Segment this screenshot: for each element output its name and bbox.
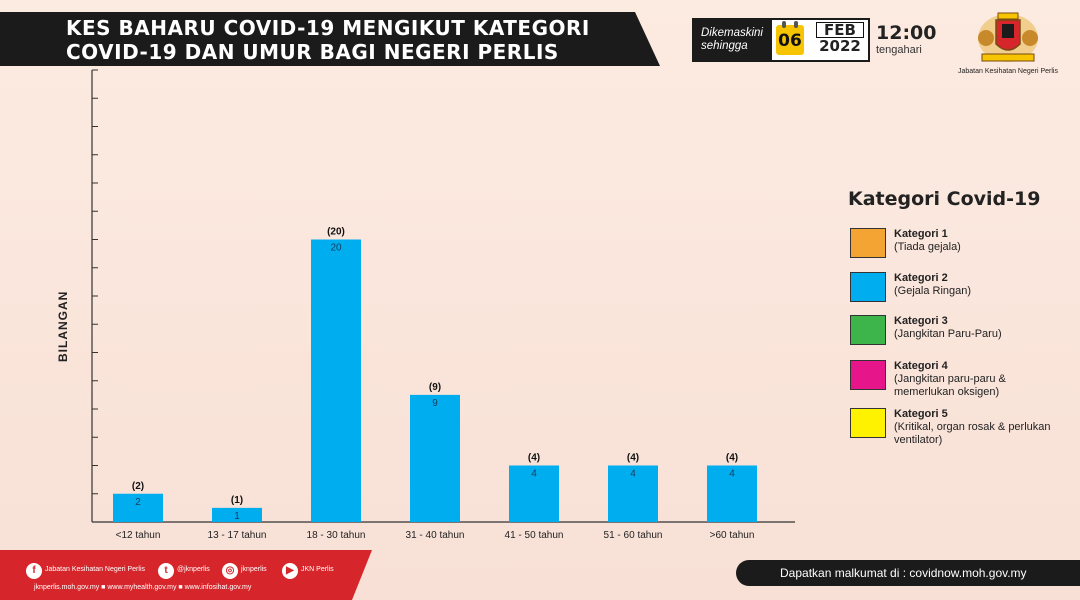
updated-label-line-2: sehingga — [701, 40, 748, 52]
social-label: JKN Perlis — [301, 566, 334, 573]
bar-value-label: 4 — [729, 469, 735, 480]
facebook-icon: f — [26, 563, 42, 579]
legend: Kategori Covid-19 Kategori 1 (Tiada gejal… — [848, 188, 1058, 446]
social-label: Jabatan Kesihatan Negeri Perlis — [45, 566, 146, 573]
year-label: 2022 — [819, 37, 861, 55]
legend-swatch — [850, 315, 886, 345]
legend-item-name: Kategori 4 — [894, 360, 948, 372]
legend-swatch — [850, 228, 886, 258]
page-title-line-2: COVID-19 DAN UMUR BAGI NEGERI PERLIS — [66, 40, 559, 64]
legend-swatch — [850, 408, 886, 438]
legend-item-desc: (Tiada gejala) — [894, 241, 961, 253]
bar-3 — [311, 239, 361, 522]
legend-title: Kategori Covid-19 — [848, 188, 1041, 210]
legend-item-name: Kategori 3 — [894, 315, 948, 327]
chart-bars — [113, 239, 757, 522]
bar-total-label: (20) — [327, 227, 345, 238]
chart-labels: 2 (2) <12 tahun 1 (1) 13 - 17 tahun 20 (20) 18 -… — [116, 227, 755, 542]
bar-value-label: 20 — [330, 243, 342, 254]
legend-item-desc: (Jangkitan paru-paru & memerlukan oksige… — [894, 373, 1006, 398]
bar-value-label: 4 — [630, 469, 636, 480]
legend-item-name: Kategori 2 — [894, 272, 948, 284]
update-date-box: Dikemaskini sehingga 06 FEB 2022 — [692, 18, 870, 62]
agency-caption: Jabatan Kesihatan Negeri Perlis — [957, 68, 1058, 75]
month-label: FEB — [816, 22, 864, 38]
updated-label: Dikemaskini sehingga — [694, 20, 772, 60]
legend-text: Kategori 4 (Jangkitan paru-paru & memerlu… — [894, 360, 1064, 399]
update-time: 12:00 tengahari — [876, 22, 936, 56]
footer-info-link[interactable]: Dapatkan malkumat di : covidnow.moh.gov.… — [736, 560, 1080, 586]
bar-total-label: (1) — [231, 495, 243, 506]
bar-2 — [212, 507, 262, 522]
state-crest-icon — [978, 12, 1038, 62]
bar-value-label: 9 — [432, 398, 438, 409]
x-tick-label: 41 - 50 tahun — [505, 530, 564, 541]
legend-text: Kategori 2 (Gejala Ringan) — [894, 272, 1064, 298]
title-banner — [0, 12, 660, 66]
legend-item-desc: (Kritikal, organ rosak & perlukan ventil… — [894, 421, 1051, 446]
time-label: 12:00 — [876, 22, 937, 44]
bar-total-label: (9) — [429, 382, 441, 393]
footer-websites[interactable]: jknperlis.moh.gov.my ■ www.myhealth.gov.… — [34, 584, 252, 591]
legend-text: Kategori 5 (Kritikal, organ rosak & perlu… — [894, 408, 1064, 447]
legend-swatch — [850, 360, 886, 390]
bar-value-label: 4 — [531, 469, 537, 480]
month-year: FEB 2022 — [812, 22, 868, 54]
legend-item-name: Kategori 1 — [894, 228, 948, 240]
legend-text: Kategori 3 (Jangkitan Paru-Paru) — [894, 315, 1064, 341]
legend-text: Kategori 1 (Tiada gejala) — [894, 228, 1064, 254]
social-label: @jknperlis — [177, 566, 210, 573]
youtube-icon: ▶ — [282, 563, 298, 579]
x-tick-label: 13 - 17 tahun — [208, 530, 267, 541]
footer-social-bar — [0, 550, 372, 600]
bar-4 — [410, 394, 460, 522]
legend-item-desc: (Gejala Ringan) — [894, 285, 972, 297]
x-tick-label: >60 tahun — [710, 530, 755, 541]
social-label: jknperlis — [241, 566, 267, 573]
bar-total-label: (4) — [528, 453, 540, 464]
x-tick-label: <12 tahun — [116, 530, 161, 541]
legend-swatch — [850, 272, 886, 302]
y-axis-label: BILANGAN — [56, 290, 70, 362]
bar-value-label: 1 — [234, 511, 240, 522]
instagram-icon: ◎ — [222, 563, 238, 579]
updated-label-line-1: Dikemaskini — [701, 27, 763, 39]
twitter-icon: t — [158, 563, 174, 579]
bar-7 — [707, 465, 757, 522]
bar-1 — [113, 493, 163, 522]
x-tick-label: 51 - 60 tahun — [604, 530, 663, 541]
x-tick-label: 31 - 40 tahun — [406, 530, 465, 541]
bar-total-label: (4) — [627, 453, 639, 464]
x-tick-label: 18 - 30 tahun — [307, 530, 366, 541]
legend-item-desc: (Jangkitan Paru-Paru) — [894, 328, 1002, 340]
bar-6 — [608, 465, 658, 522]
page-title-line-1: KES BAHARU COVID-19 MENGIKUT KATEGORI — [66, 16, 590, 40]
time-note: tengahari — [876, 44, 922, 56]
bar-5 — [509, 465, 559, 522]
legend-item-name: Kategori 5 — [894, 408, 948, 420]
bar-value-label: 2 — [135, 497, 141, 508]
calendar-day-badge: 06 — [776, 21, 804, 55]
bar-total-label: (2) — [132, 481, 144, 492]
bar-total-label: (4) — [726, 453, 738, 464]
